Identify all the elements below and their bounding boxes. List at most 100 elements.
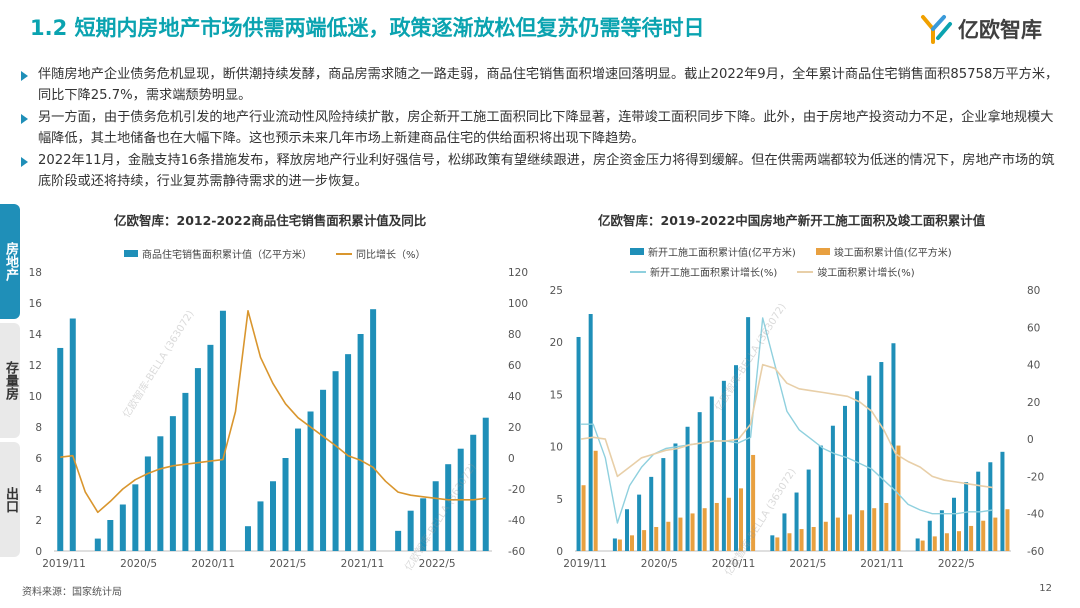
y-right-tick-label: 80 bbox=[508, 329, 521, 341]
bar bbox=[690, 513, 695, 551]
bullet-text: 伴随房地产企业债务危机显现，断供潮持续发酵，商品房需求随之一路走弱，商品住宅销售… bbox=[38, 67, 1059, 103]
side-tab-real-estate[interactable]: 房地产 bbox=[0, 204, 20, 319]
chart-2-legend-row-2: 新开工施工面积累计增长(%) 竣工面积累计增长(%) bbox=[630, 264, 915, 279]
x-tick-label: 2021/11 bbox=[860, 558, 904, 570]
bullet-item: 伴随房地产企业债务危机显现，断供潮持续发酵，商品房需求随之一路走弱，商品住宅销售… bbox=[18, 64, 1063, 106]
x-tick-label: 2019/11 bbox=[42, 558, 86, 570]
bar bbox=[969, 525, 974, 551]
bar bbox=[445, 464, 452, 551]
bar bbox=[94, 538, 101, 551]
side-tab-existing-housing[interactable]: 存量房 bbox=[0, 323, 20, 438]
x-tick-label: 2021/5 bbox=[269, 558, 306, 570]
side-tab-export[interactable]: 出口 bbox=[0, 442, 20, 557]
bar bbox=[811, 526, 816, 551]
legend-swatch-line bbox=[630, 270, 646, 273]
x-tick-label: 2020/5 bbox=[641, 558, 678, 570]
bar bbox=[775, 537, 780, 551]
chart-1-legend: 商品住宅销售面积累计值（亿平方米） 同比增长（%） bbox=[124, 246, 426, 261]
x-tick-label: 2021/5 bbox=[789, 558, 826, 570]
y-right-tick-label: -60 bbox=[508, 546, 525, 558]
bar bbox=[896, 445, 901, 551]
bar bbox=[794, 492, 799, 551]
bar bbox=[806, 469, 811, 551]
bar bbox=[182, 392, 189, 551]
side-tab-label: 存量房 bbox=[3, 361, 18, 400]
y-right-tick-label: 40 bbox=[508, 391, 521, 403]
bar bbox=[588, 314, 593, 551]
bar bbox=[132, 484, 139, 551]
bar bbox=[782, 513, 787, 551]
source-note: 资料来源：国家统计局 bbox=[22, 587, 122, 598]
x-tick-label: 2021/11 bbox=[341, 558, 385, 570]
bar bbox=[119, 504, 126, 551]
bar bbox=[295, 428, 302, 551]
x-tick-label: 2020/11 bbox=[191, 558, 235, 570]
logo: 亿欧智库 bbox=[920, 14, 1042, 44]
bar bbox=[867, 375, 872, 551]
y-right-tick-label: 80 bbox=[1027, 285, 1040, 297]
legend-label: 商品住宅销售面积累计值（亿平方米） bbox=[142, 250, 312, 261]
bar bbox=[835, 517, 840, 551]
bullet-list: 伴随房地产企业债务危机显现，断供潮持续发酵，商品房需求随之一路走弱，商品住宅销售… bbox=[18, 64, 1063, 193]
bar bbox=[927, 520, 932, 551]
y-left-tick-label: 5 bbox=[556, 494, 563, 506]
bar bbox=[843, 405, 847, 551]
bar bbox=[57, 347, 64, 551]
chart-1: 0 2 4 6 8 10 12 14 16 18 -60 -40 -20 0 20 40 60 80 100 120 2… bbox=[29, 267, 528, 570]
bar bbox=[107, 520, 114, 551]
bar bbox=[581, 485, 586, 551]
bar bbox=[642, 530, 647, 551]
y-right-tick-label: 120 bbox=[508, 267, 528, 279]
bar bbox=[332, 371, 339, 551]
chart-2-legend-row-1: 新开工施工面积累计值(亿平方米) 竣工面积累计值(亿平方米) bbox=[630, 244, 952, 259]
y-right-tick-label: -40 bbox=[508, 515, 525, 527]
y-left-tick-label: 16 bbox=[29, 298, 43, 310]
bar bbox=[860, 510, 865, 551]
bar bbox=[855, 391, 860, 551]
bar bbox=[661, 458, 666, 551]
legend-swatch-line bbox=[336, 252, 352, 255]
legend-label: 竣工面积累计值(亿平方米) bbox=[833, 248, 952, 259]
y-right-tick-label: 0 bbox=[1027, 434, 1034, 446]
y-left-tick-label: 18 bbox=[29, 267, 42, 279]
bar bbox=[823, 521, 828, 551]
bar bbox=[964, 482, 969, 551]
bar bbox=[884, 502, 889, 551]
bar bbox=[952, 497, 956, 551]
page-number: 12 bbox=[1039, 583, 1052, 594]
bar bbox=[482, 417, 489, 551]
bar bbox=[770, 535, 775, 551]
side-tab-label: 出口 bbox=[3, 486, 18, 513]
x-tick-label: 2020/11 bbox=[712, 558, 756, 570]
y-left-tick-label: 6 bbox=[35, 453, 42, 465]
bar bbox=[194, 368, 201, 551]
y-left-tick-label: 8 bbox=[35, 422, 42, 434]
bar bbox=[848, 514, 852, 551]
bullet-item: 另一方面，由于债务危机引发的地产行业流动性风险持续扩散，房企新开工施工面积同比下… bbox=[18, 107, 1063, 149]
bar bbox=[993, 517, 998, 551]
bar bbox=[207, 344, 214, 551]
x-tick-label: 2020/5 bbox=[120, 558, 157, 570]
bullet-item: 2022年11月，金融支持16条措施发布，释放房地产行业利好强信号，松绑政策有望… bbox=[18, 150, 1063, 192]
bar bbox=[673, 443, 678, 551]
bar bbox=[470, 434, 477, 551]
series-line bbox=[60, 309, 486, 514]
bar bbox=[932, 536, 937, 551]
bar bbox=[872, 508, 877, 551]
y-right-tick-label: -20 bbox=[1027, 471, 1044, 483]
bar bbox=[307, 411, 314, 551]
y-left-tick-label: 0 bbox=[556, 546, 563, 558]
bar bbox=[714, 502, 719, 551]
bar bbox=[685, 426, 690, 551]
bar bbox=[920, 540, 925, 551]
bar bbox=[370, 309, 377, 551]
y-left-tick-label: 10 bbox=[550, 442, 563, 454]
bar bbox=[726, 497, 731, 551]
legend-label: 竣工面积累计增长(%) bbox=[817, 268, 915, 279]
bar bbox=[939, 510, 944, 551]
side-tab-label: 房地产 bbox=[3, 242, 18, 281]
bar bbox=[282, 458, 289, 551]
bar bbox=[787, 533, 792, 551]
y-left-tick-label: 15 bbox=[550, 389, 563, 401]
bar bbox=[69, 318, 76, 551]
